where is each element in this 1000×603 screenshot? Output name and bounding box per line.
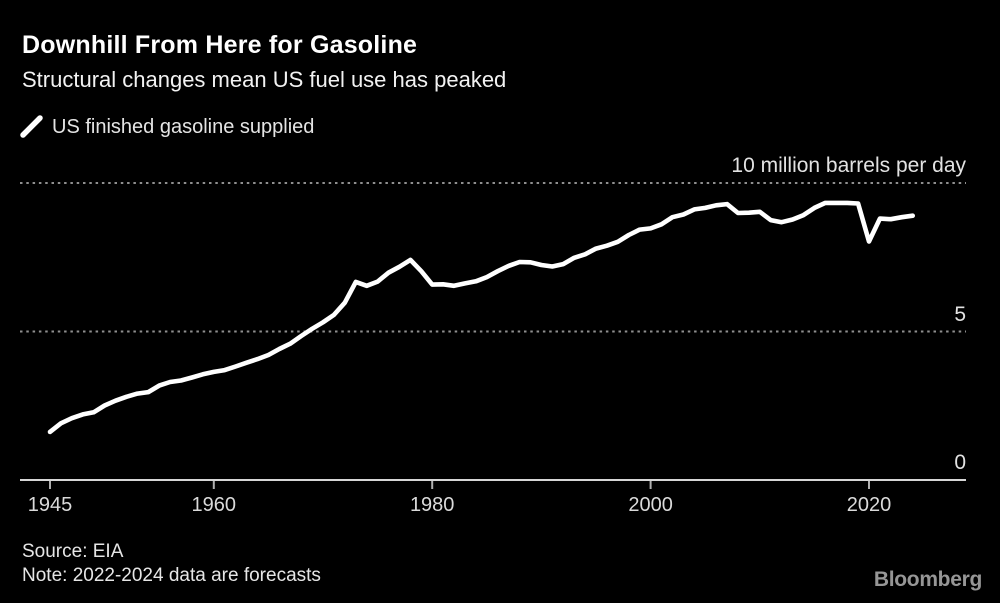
gasoline-supplied-line <box>47 200 916 435</box>
legend: US finished gasoline supplied <box>20 115 314 139</box>
y-tick-label-10: 10 million barrels per day <box>731 154 966 177</box>
y-tick-label-5: 5 <box>954 302 966 326</box>
line-series-marker-icon <box>20 115 43 138</box>
x-tick-label-2000: 2000 <box>628 494 673 516</box>
chart-title: Downhill From Here for Gasoline <box>22 31 418 59</box>
bloomberg-logo: Bloomberg <box>873 568 982 591</box>
x-tick-label-1980: 1980 <box>409 494 455 516</box>
x-tick-label-1945: 1945 <box>27 494 73 516</box>
source-label: Source: EIA <box>22 541 124 562</box>
note-label: Note: 2022-2024 data are forecasts <box>22 565 321 586</box>
x-tick-label-1960: 1960 <box>191 494 237 516</box>
legend-label: US finished gasoline supplied <box>52 115 315 138</box>
chart-subtitle: Structural changes mean US fuel use has … <box>22 67 507 92</box>
y-tick-label-0: 0 <box>954 451 966 474</box>
x-tick-label-2020: 2020 <box>846 494 892 516</box>
